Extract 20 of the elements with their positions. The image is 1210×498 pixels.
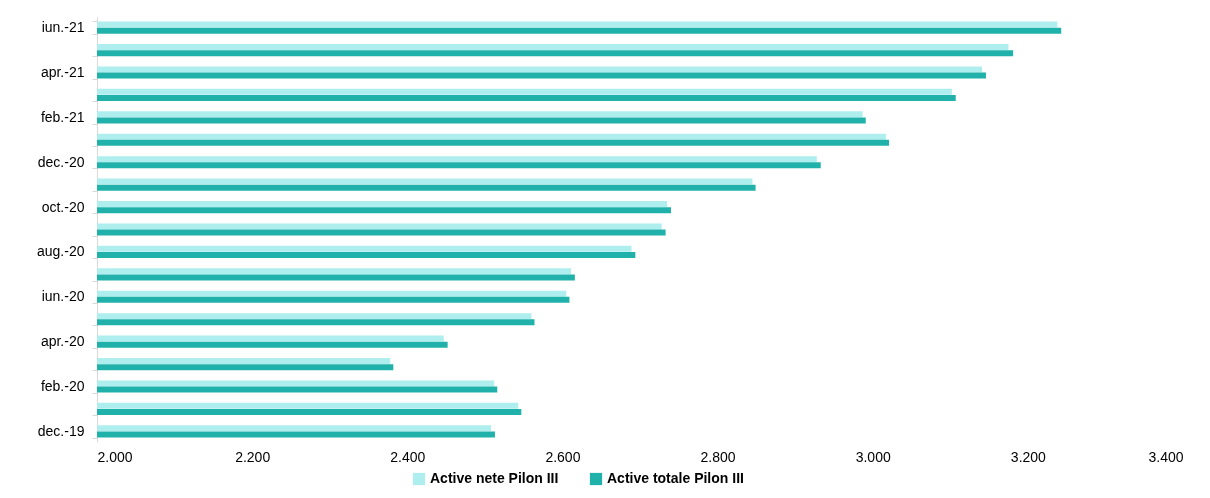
x-tick-label: 2.600 [545,448,581,465]
x-tick-label: 3.200 [1010,448,1047,465]
y-tick-label: feb.-21 [40,108,85,125]
x-tick-label: 2.800 [700,448,736,465]
x-tick-label: 2.200 [235,448,271,465]
x-tick-label: 3.000 [855,448,891,465]
x-tick-label: 2.400 [390,448,426,465]
x-tick-label: 3.400 [1148,448,1184,465]
y-tick-label: iun.-20 [41,288,85,305]
legend-label: Active totale Pilon III [607,470,744,486]
y-tick-label: apr.-20 [40,333,85,350]
y-tick-label: apr.-21 [40,64,85,81]
y-tick-label: dec.-20 [37,153,85,170]
y-tick-label: feb.-20 [40,377,85,394]
y-tick-label: dec.-19 [37,422,85,439]
y-tick-label: iun.-21 [41,19,85,36]
y-tick-label: oct.-20 [41,198,85,215]
legend-label: Active nete Pilon III [430,470,559,486]
y-tick-label: aug.-20 [37,243,85,260]
x-tick-label: 2.000 [97,448,133,465]
